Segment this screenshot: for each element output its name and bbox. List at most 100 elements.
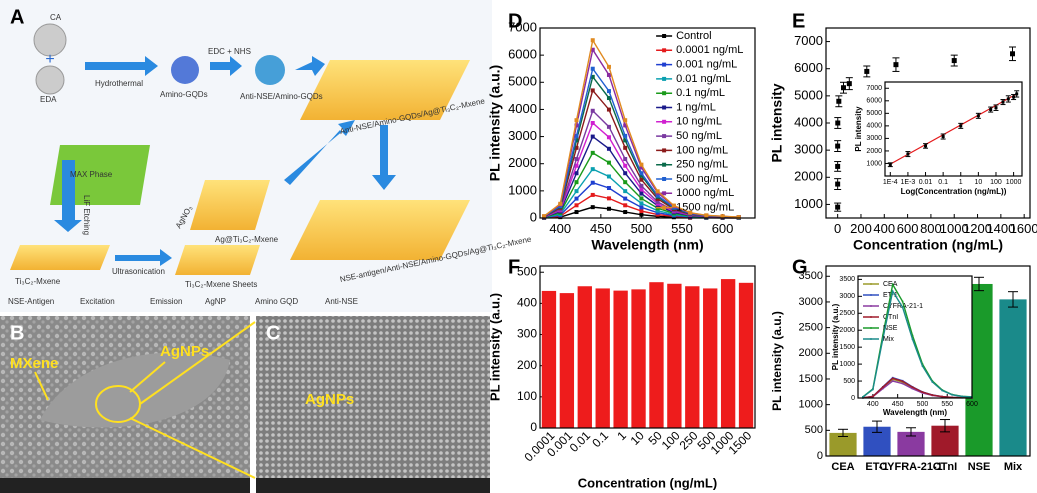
y-tick-label: 300 <box>517 327 537 341</box>
y-axis-title: PL intensity (a.u.) <box>487 65 503 181</box>
plus-sign: + <box>45 51 54 68</box>
bar <box>649 282 664 428</box>
marker <box>941 389 944 392</box>
molecule <box>33 23 67 57</box>
marker <box>911 387 914 390</box>
marker <box>574 118 579 123</box>
legend-marker <box>662 34 667 38</box>
marker <box>862 396 864 398</box>
marker <box>961 395 963 398</box>
marker <box>574 196 579 201</box>
marker <box>574 210 579 215</box>
legend-marker <box>662 205 667 210</box>
marker <box>590 38 595 43</box>
legend-label: 0.01 ng/mL <box>676 73 731 85</box>
label: Amino-GQDs <box>160 90 208 99</box>
label: Ultrasonication <box>112 267 165 276</box>
marker <box>921 363 924 365</box>
marker <box>606 96 611 101</box>
panel-a: A + CA EDA Hydrothermal Amino-GQDs EDC +… <box>0 0 533 312</box>
marker <box>623 210 628 215</box>
y-tick-label: 3000 <box>794 142 823 157</box>
marker <box>736 215 741 220</box>
x-tick-label: CEA <box>831 461 854 473</box>
point <box>924 144 928 148</box>
x-tick-label: 500 <box>917 401 929 408</box>
marker <box>606 135 611 140</box>
marker <box>881 338 884 341</box>
point <box>1006 97 1010 101</box>
marker <box>655 199 660 204</box>
line <box>862 289 973 398</box>
marker <box>951 393 953 396</box>
y-tick-label: 0 <box>851 395 855 402</box>
x-tick-label: Mix <box>1004 461 1023 473</box>
x-tick-label: 450 <box>590 221 612 236</box>
legend-label: 0.001 ng/mL <box>676 59 737 71</box>
x-axis-title: Log(Concentration (ng/mL)) <box>901 187 1007 196</box>
marker <box>542 214 547 219</box>
y-tick-label: 500 <box>517 264 537 278</box>
molecule <box>35 65 65 95</box>
marker <box>639 162 644 167</box>
legend-marker <box>662 177 667 181</box>
y-axis-title: PL intensity (a.u.) <box>831 303 840 370</box>
y-tick-label: 4000 <box>866 123 882 130</box>
bar <box>829 432 857 456</box>
panel-c: C AgNPs <box>256 316 490 493</box>
marker <box>590 108 595 113</box>
marker <box>941 395 944 398</box>
panel-label: A <box>10 6 24 28</box>
marker <box>606 186 611 191</box>
marker <box>574 123 579 128</box>
panel-label: E <box>792 10 805 32</box>
marker <box>931 381 934 383</box>
legend-label: Excitation <box>80 297 115 306</box>
marker <box>891 380 894 382</box>
point <box>893 62 899 68</box>
legend-label: Mix <box>883 336 894 343</box>
y-tick-label: 1000 <box>839 361 855 368</box>
legend-marker <box>870 305 872 307</box>
marker <box>623 123 628 128</box>
y-tick-label: 1000 <box>799 399 823 411</box>
marker <box>688 210 693 215</box>
x-tick-label: 200 <box>850 221 872 236</box>
x-tick-label: 600 <box>712 221 734 236</box>
marker <box>590 192 595 197</box>
x-tick-label: 0.1 <box>589 428 611 450</box>
x-tick-label: 100 <box>990 179 1002 186</box>
legend-label: 50 ng/mL <box>676 130 722 142</box>
sheet <box>300 60 470 120</box>
legend-marker <box>870 294 872 296</box>
marker <box>891 290 894 293</box>
x-tick-label: 600 <box>897 221 919 236</box>
marker <box>623 189 628 194</box>
arrow <box>115 249 172 266</box>
marker <box>590 134 595 139</box>
point <box>835 143 841 149</box>
legend-marker <box>662 76 667 81</box>
label: Hydrothermal <box>95 79 143 88</box>
legend-label: 250 ng/mL <box>676 159 728 171</box>
sheet <box>10 245 110 270</box>
marker <box>901 381 904 383</box>
marker <box>921 392 924 394</box>
marker <box>891 283 894 286</box>
marker <box>720 214 725 219</box>
marker <box>590 47 595 52</box>
marker <box>606 174 611 179</box>
point <box>864 68 870 74</box>
legend-marker <box>870 338 872 340</box>
marker <box>911 386 914 388</box>
y-tick-label: 2000 <box>794 169 823 184</box>
marker <box>881 334 884 337</box>
y-tick-label: 400 <box>517 296 537 310</box>
legend-label: CTnI <box>883 314 898 321</box>
info-bar <box>256 478 490 493</box>
x-axis-title: Wavelength (nm) <box>883 408 947 417</box>
x-tick-label: 500 <box>631 221 653 236</box>
plot-frame <box>539 265 756 429</box>
arrow <box>210 56 242 76</box>
marker <box>931 394 934 396</box>
